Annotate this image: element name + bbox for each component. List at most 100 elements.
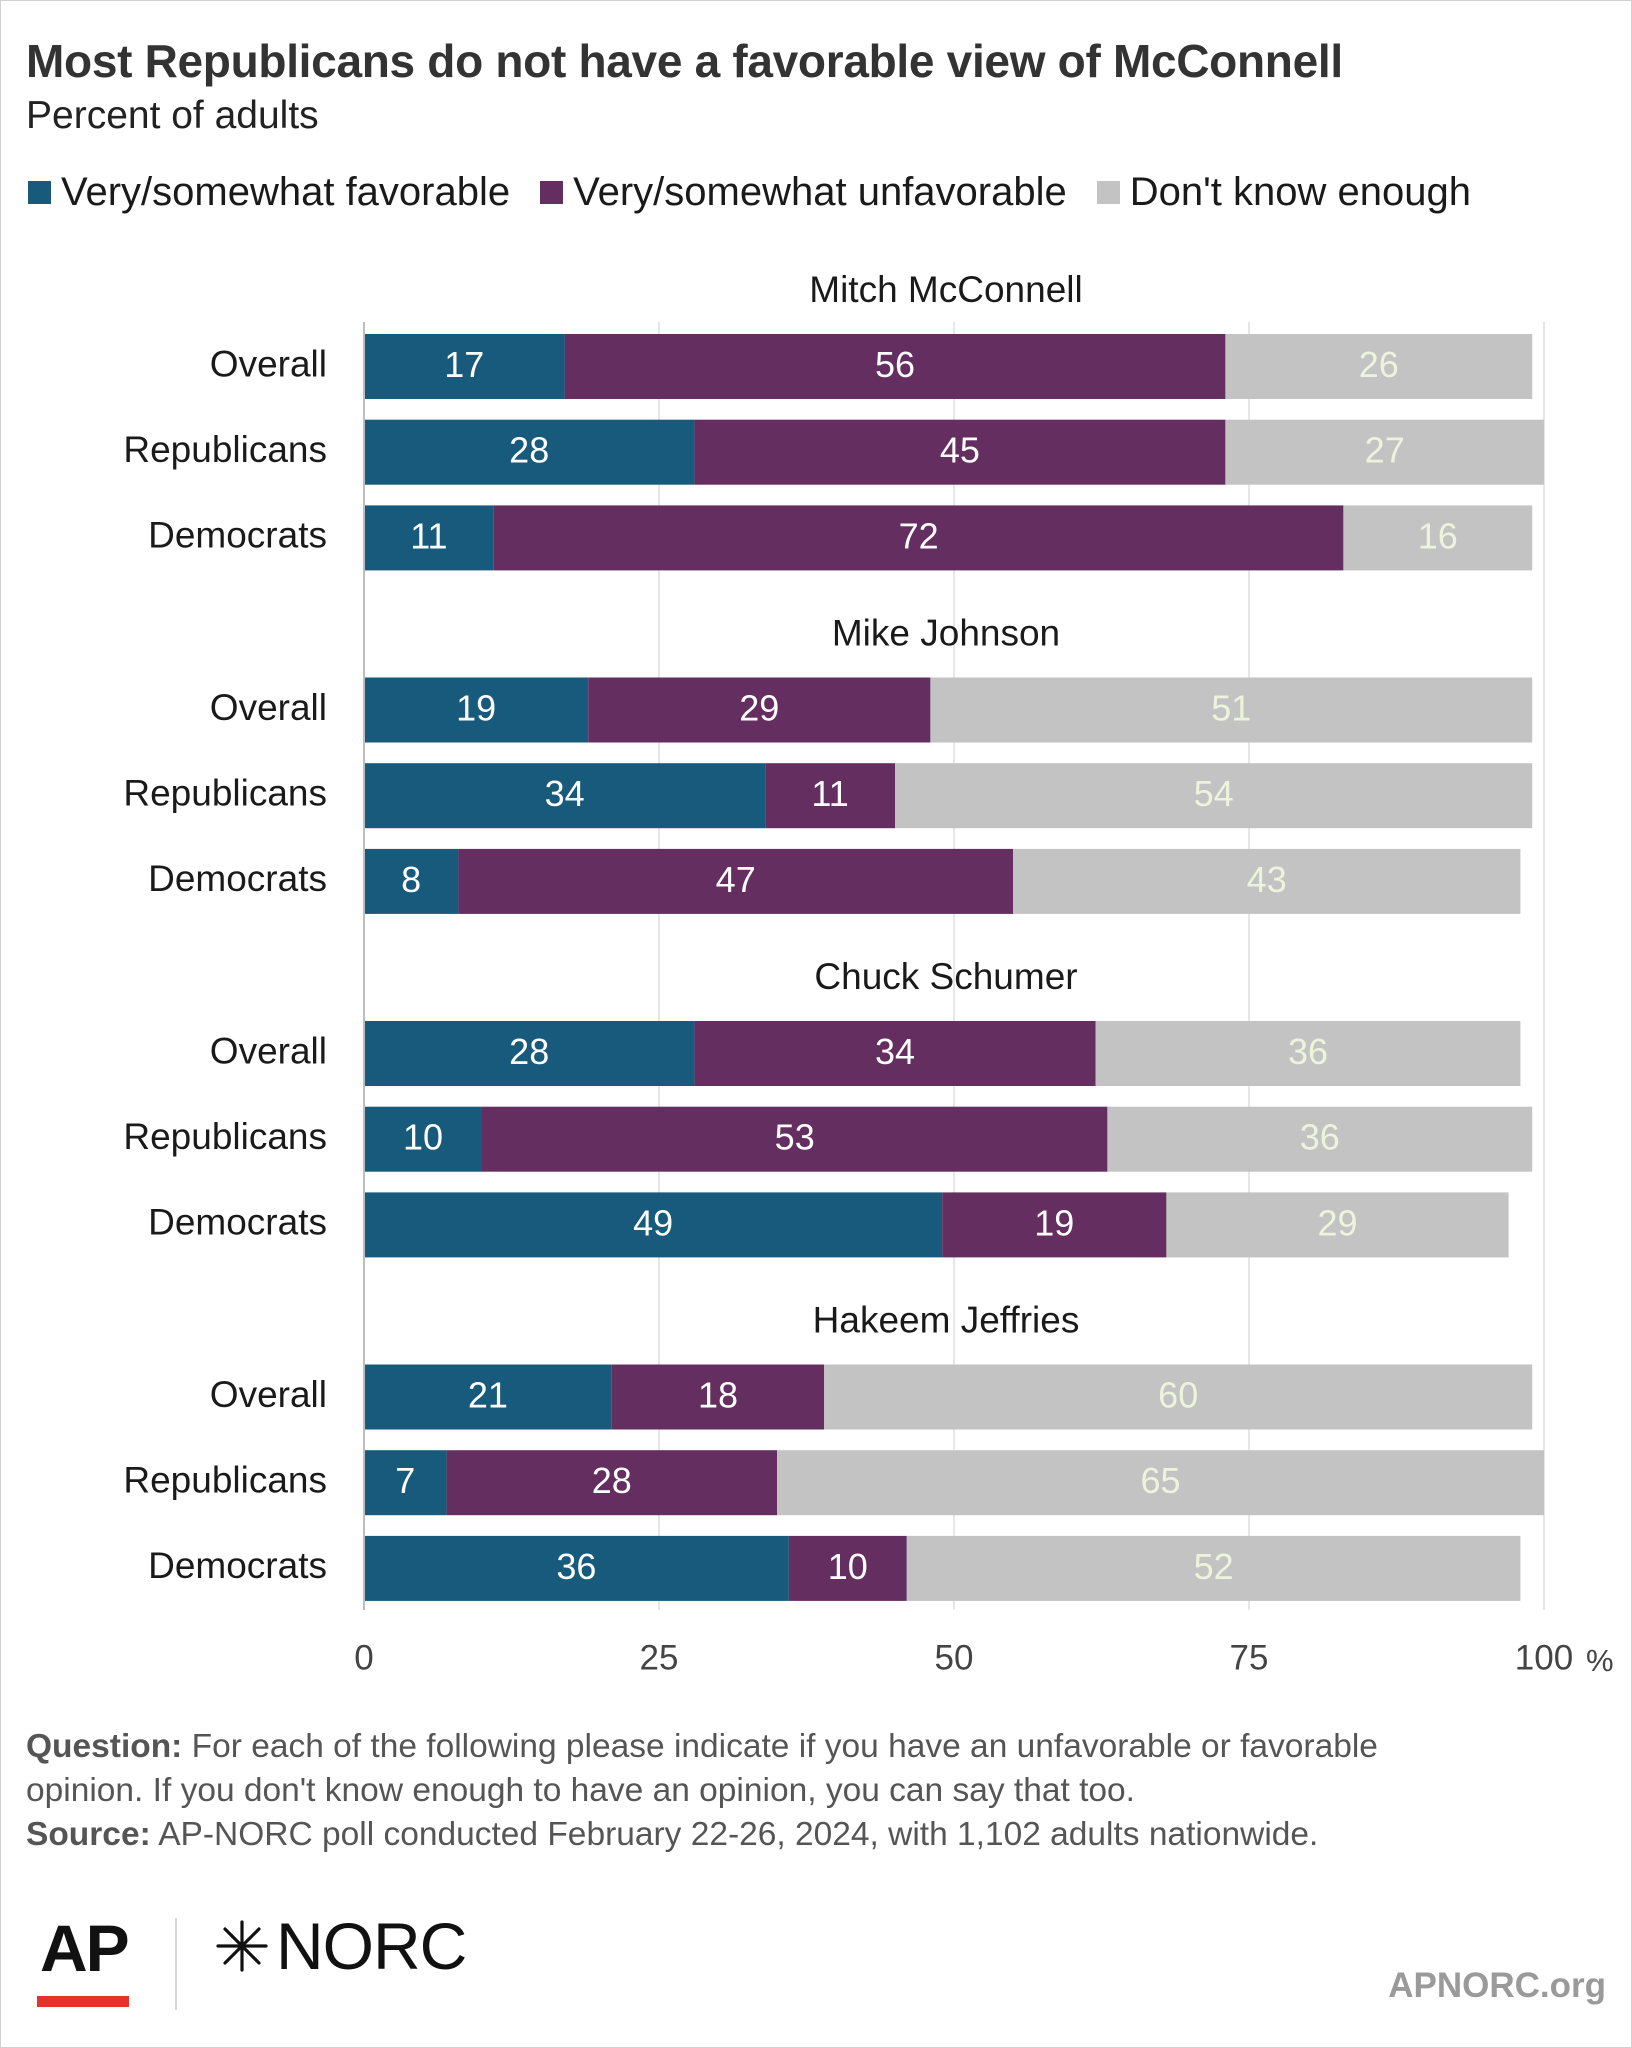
legend-item-favorable: Very/somewhat favorable (28, 170, 510, 215)
row-label: Democrats (148, 1202, 327, 1243)
row-label: Overall (210, 687, 327, 728)
data-label: 47 (716, 859, 756, 900)
source-label: Source: (26, 1816, 151, 1853)
question-label: Question: (26, 1728, 183, 1765)
data-label: 34 (545, 773, 585, 814)
x-tick-label: 100 (1515, 1638, 1573, 1677)
bar-segment (1013, 848, 1521, 914)
legend-item-dont-know: Don't know enough (1096, 169, 1471, 215)
data-label: 28 (509, 430, 549, 471)
group-title: Mike Johnson (832, 612, 1060, 653)
data-label: 16 (1418, 515, 1458, 556)
bar-segment (824, 1364, 1533, 1430)
chart-title: Most Republicans do not have a favorable… (26, 35, 1343, 87)
bar-segment (942, 1192, 1167, 1258)
row-label: Republicans (123, 772, 327, 813)
source-text: AP-NORC poll conducted February 22-26, 2… (158, 1816, 1319, 1853)
chart-subtitle: Percent of adults (26, 94, 319, 137)
bar-segment (364, 334, 565, 399)
legend-label-favorable: Very/somewhat favorable (61, 169, 511, 214)
data-label: 43 (1247, 859, 1287, 900)
bar-segment (1166, 1192, 1509, 1258)
row-label: Republicans (123, 429, 327, 470)
bar-segment (364, 763, 766, 829)
row-label: Overall (210, 1030, 327, 1071)
data-label: 56 (875, 344, 915, 385)
x-axis-unit: % (1586, 1643, 1614, 1678)
norc-star-icon (216, 1920, 268, 1972)
bar-segment (482, 1106, 1108, 1172)
ap-logo-underline (37, 1996, 129, 2007)
bar-segment (364, 677, 589, 743)
bar-segment (1225, 334, 1533, 399)
bar-segment (364, 1535, 789, 1601)
norc-logo-text: NORC (276, 1909, 467, 1983)
data-label: 49 (633, 1202, 673, 1243)
data-label: 27 (1365, 430, 1405, 471)
data-label: 19 (456, 688, 496, 729)
chart-legend: Very/somewhat favorable Very/somewhat un… (28, 168, 1501, 216)
data-label: 65 (1140, 1460, 1180, 1501)
question-line-1: Question: For each of the following plea… (26, 1725, 1586, 1769)
data-label: 53 (775, 1117, 815, 1158)
legend-swatch-favorable (28, 180, 51, 204)
data-label: 29 (1317, 1202, 1357, 1243)
data-label: 8 (401, 859, 421, 900)
data-label: 36 (1300, 1117, 1340, 1158)
data-label: 36 (556, 1546, 596, 1587)
bar-segment (777, 1450, 1544, 1516)
data-label: 18 (698, 1375, 738, 1416)
bar-segment (694, 419, 1226, 485)
bar-segment (493, 505, 1344, 571)
row-label: Overall (210, 1374, 327, 1415)
row-label: Republicans (123, 1459, 327, 1500)
data-label: 10 (828, 1546, 868, 1587)
row-label: Overall (210, 343, 327, 384)
row-label: Republicans (123, 1116, 327, 1157)
bar-segment (446, 1450, 777, 1516)
source-line: Source: AP-NORC poll conducted February … (26, 1813, 1586, 1857)
logo-divider (175, 1918, 177, 2010)
question-text-1: For each of the following please indicat… (191, 1728, 1378, 1765)
bar-segment (1107, 1106, 1533, 1172)
bar-segment (588, 677, 931, 743)
data-label: 11 (811, 773, 848, 814)
legend-item-unfavorable: Very/somewhat unfavorable (540, 170, 1067, 215)
data-label: 60 (1158, 1375, 1198, 1416)
legend-swatch-unfavorable (540, 180, 564, 204)
stacked-bar-chart: Mitch McConnell Overall 17 56 26 Republicans 2… (123, 269, 1614, 1678)
data-label: 28 (509, 1031, 549, 1072)
norc-logo: NORC (214, 1908, 467, 1984)
bar-segment (694, 1021, 1096, 1086)
data-label: 10 (403, 1117, 443, 1158)
bar-segment (611, 1364, 825, 1430)
x-tick-label: 50 (935, 1638, 974, 1677)
bar-segment (364, 419, 695, 485)
data-label: 36 (1288, 1031, 1328, 1072)
legend-label-dont-know: Don't know enough (1129, 169, 1471, 214)
row-label: Democrats (148, 1545, 327, 1586)
bar-segment (364, 848, 459, 914)
data-label: 7 (395, 1460, 415, 1501)
bar-segment (364, 505, 494, 571)
bar-segment (364, 1192, 943, 1258)
bar-segment (895, 763, 1533, 829)
bar-segment (1095, 1021, 1521, 1086)
footnote: Question: For each of the following plea… (26, 1725, 1586, 1857)
group-title: Chuck Schumer (814, 956, 1077, 997)
bar-segment (930, 677, 1533, 743)
data-label: 51 (1211, 688, 1251, 729)
data-label: 29 (739, 688, 779, 729)
bar-segment (1343, 505, 1533, 571)
bar-segment (788, 1535, 907, 1601)
x-tick-label: 75 (1230, 1638, 1269, 1677)
bar-segment (364, 1021, 695, 1086)
x-tick-label: 0 (354, 1638, 373, 1677)
bar-segment (765, 763, 895, 829)
data-label: 17 (444, 344, 484, 385)
bar-segment (1225, 419, 1544, 485)
data-label: 54 (1194, 773, 1234, 814)
data-label: 52 (1194, 1546, 1234, 1587)
data-label: 45 (940, 430, 980, 471)
data-label: 34 (875, 1031, 915, 1072)
